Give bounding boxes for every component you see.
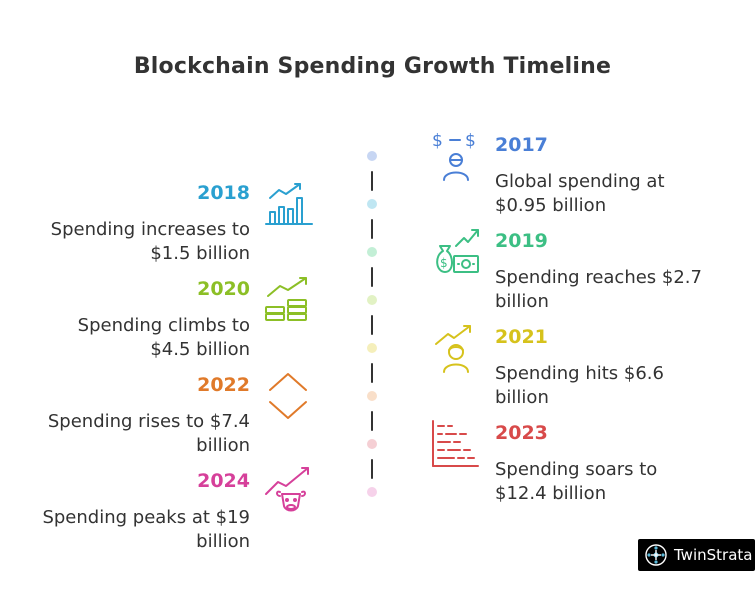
description-line: Spending increases to [50, 219, 250, 240]
event-year: 2020 [197, 278, 250, 300]
description-line: $4.5 billion [150, 339, 250, 360]
event-description: Spending soars to $12.4 billion [495, 458, 735, 506]
event-description: Spending climbs to $4.5 billion [10, 314, 250, 362]
timeline-dash [371, 171, 373, 191]
person-growth-icon [430, 322, 482, 374]
description-line: Spending hits $6.6 [495, 363, 664, 384]
event-year: 2021 [495, 326, 548, 348]
timeline-dot-2021 [367, 343, 377, 353]
timeline-dot-2023 [367, 439, 377, 449]
up-down-chevron-icon [262, 370, 314, 422]
timeline-dot-2022 [367, 391, 377, 401]
brand-badge[interactable]: TwinStrata [638, 539, 755, 571]
brand-logo-icon [644, 543, 668, 567]
event-year: 2018 [197, 182, 250, 204]
description-line: Spending soars to [495, 459, 658, 480]
money-bag-cash-icon: $ [430, 226, 482, 278]
description-line: billion [495, 291, 549, 312]
event-year: 2023 [495, 422, 548, 444]
timeline-dash [371, 459, 373, 479]
description-line: Global spending at [495, 171, 665, 192]
brand-name: TwinStrata [674, 546, 753, 564]
description-line: Spending rises to $7.4 [47, 411, 250, 432]
descending-bars-icon [430, 418, 482, 470]
dollar-exchange-person-icon: $ $ [430, 130, 482, 182]
event-description: Spending peaks at $19 billion [10, 506, 250, 554]
event-description: Spending rises to $7.4 billion [10, 410, 250, 458]
description-line: Spending climbs to [77, 315, 250, 336]
bar-chart-growth-icon [262, 178, 314, 230]
svg-text:$: $ [432, 131, 443, 151]
timeline-dot-2017 [367, 151, 377, 161]
timeline-dash [371, 411, 373, 431]
description-line: $1.5 billion [150, 243, 250, 264]
description-line: billion [196, 531, 250, 552]
event-year: 2017 [495, 134, 548, 156]
description-line: billion [495, 387, 549, 408]
timeline-dot-2020 [367, 295, 377, 305]
timeline-dash [371, 363, 373, 383]
timeline-dash [371, 315, 373, 335]
svg-text:$: $ [440, 256, 448, 270]
timeline-dot-2019 [367, 247, 377, 257]
timeline-dot-2024 [367, 487, 377, 497]
description-line: $0.95 billion [495, 195, 607, 216]
event-description: Spending reaches $2.7 billion [495, 266, 735, 314]
stacked-coins-growth-icon [262, 274, 314, 326]
event-description: Spending hits $6.6 billion [495, 362, 735, 410]
page-title: Blockchain Spending Growth Timeline [133, 54, 612, 79]
timeline-dash [371, 267, 373, 287]
description-line: Spending peaks at $19 [42, 507, 250, 528]
timeline-dash [371, 219, 373, 239]
bull-market-icon [262, 464, 314, 516]
event-year: 2019 [495, 230, 548, 252]
event-description: Spending increases to $1.5 billion [10, 218, 250, 266]
description-line: $12.4 billion [495, 483, 607, 504]
event-year: 2022 [197, 374, 250, 396]
svg-text:$: $ [465, 131, 476, 151]
event-description: Global spending at $0.95 billion [495, 170, 735, 218]
description-line: billion [196, 435, 250, 456]
event-year: 2024 [197, 470, 250, 492]
description-line: Spending reaches $2.7 [495, 267, 702, 288]
timeline-dot-2018 [367, 199, 377, 209]
